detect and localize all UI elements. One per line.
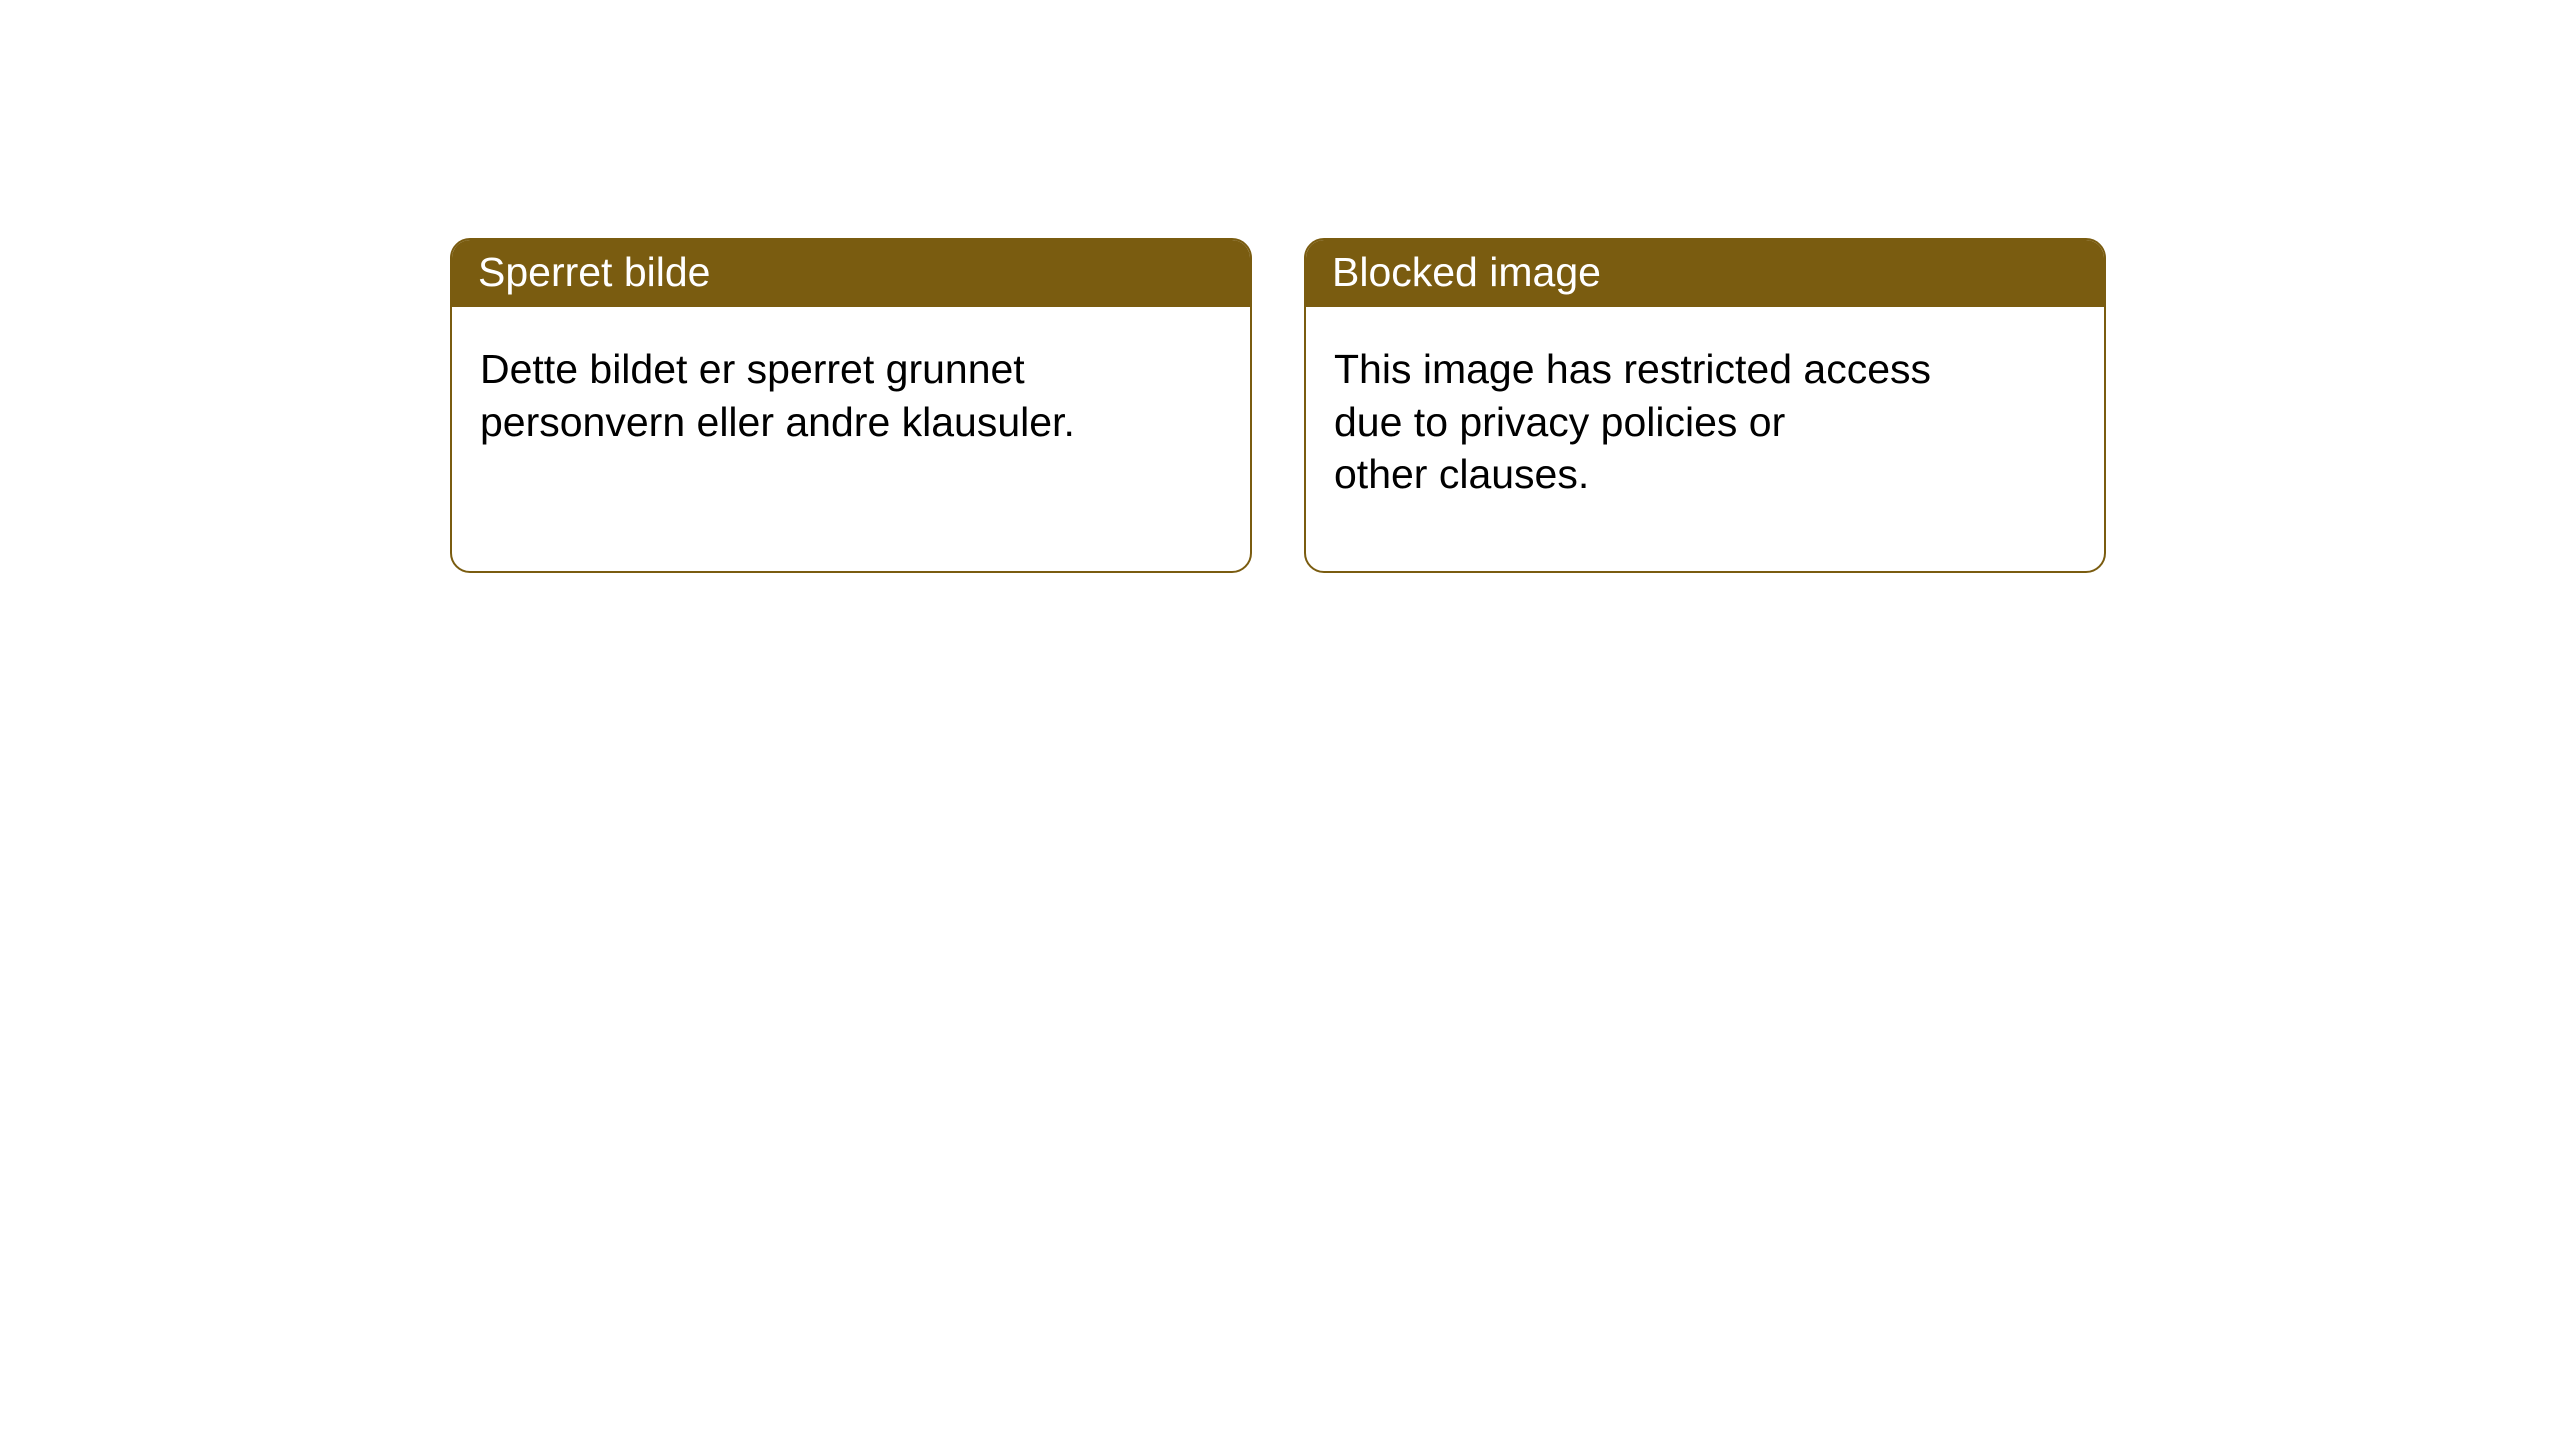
cards-container: Sperret bilde Dette bildet er sperret gr… (0, 0, 2560, 573)
card-header-norwegian: Sperret bilde (452, 240, 1250, 307)
card-header-english: Blocked image (1306, 240, 2104, 307)
card-body-english: This image has restricted access due to … (1306, 307, 2104, 536)
card-norwegian: Sperret bilde Dette bildet er sperret gr… (450, 238, 1252, 573)
card-body-norwegian: Dette bildet er sperret grunnet personve… (452, 307, 1250, 484)
card-english: Blocked image This image has restricted … (1304, 238, 2106, 573)
